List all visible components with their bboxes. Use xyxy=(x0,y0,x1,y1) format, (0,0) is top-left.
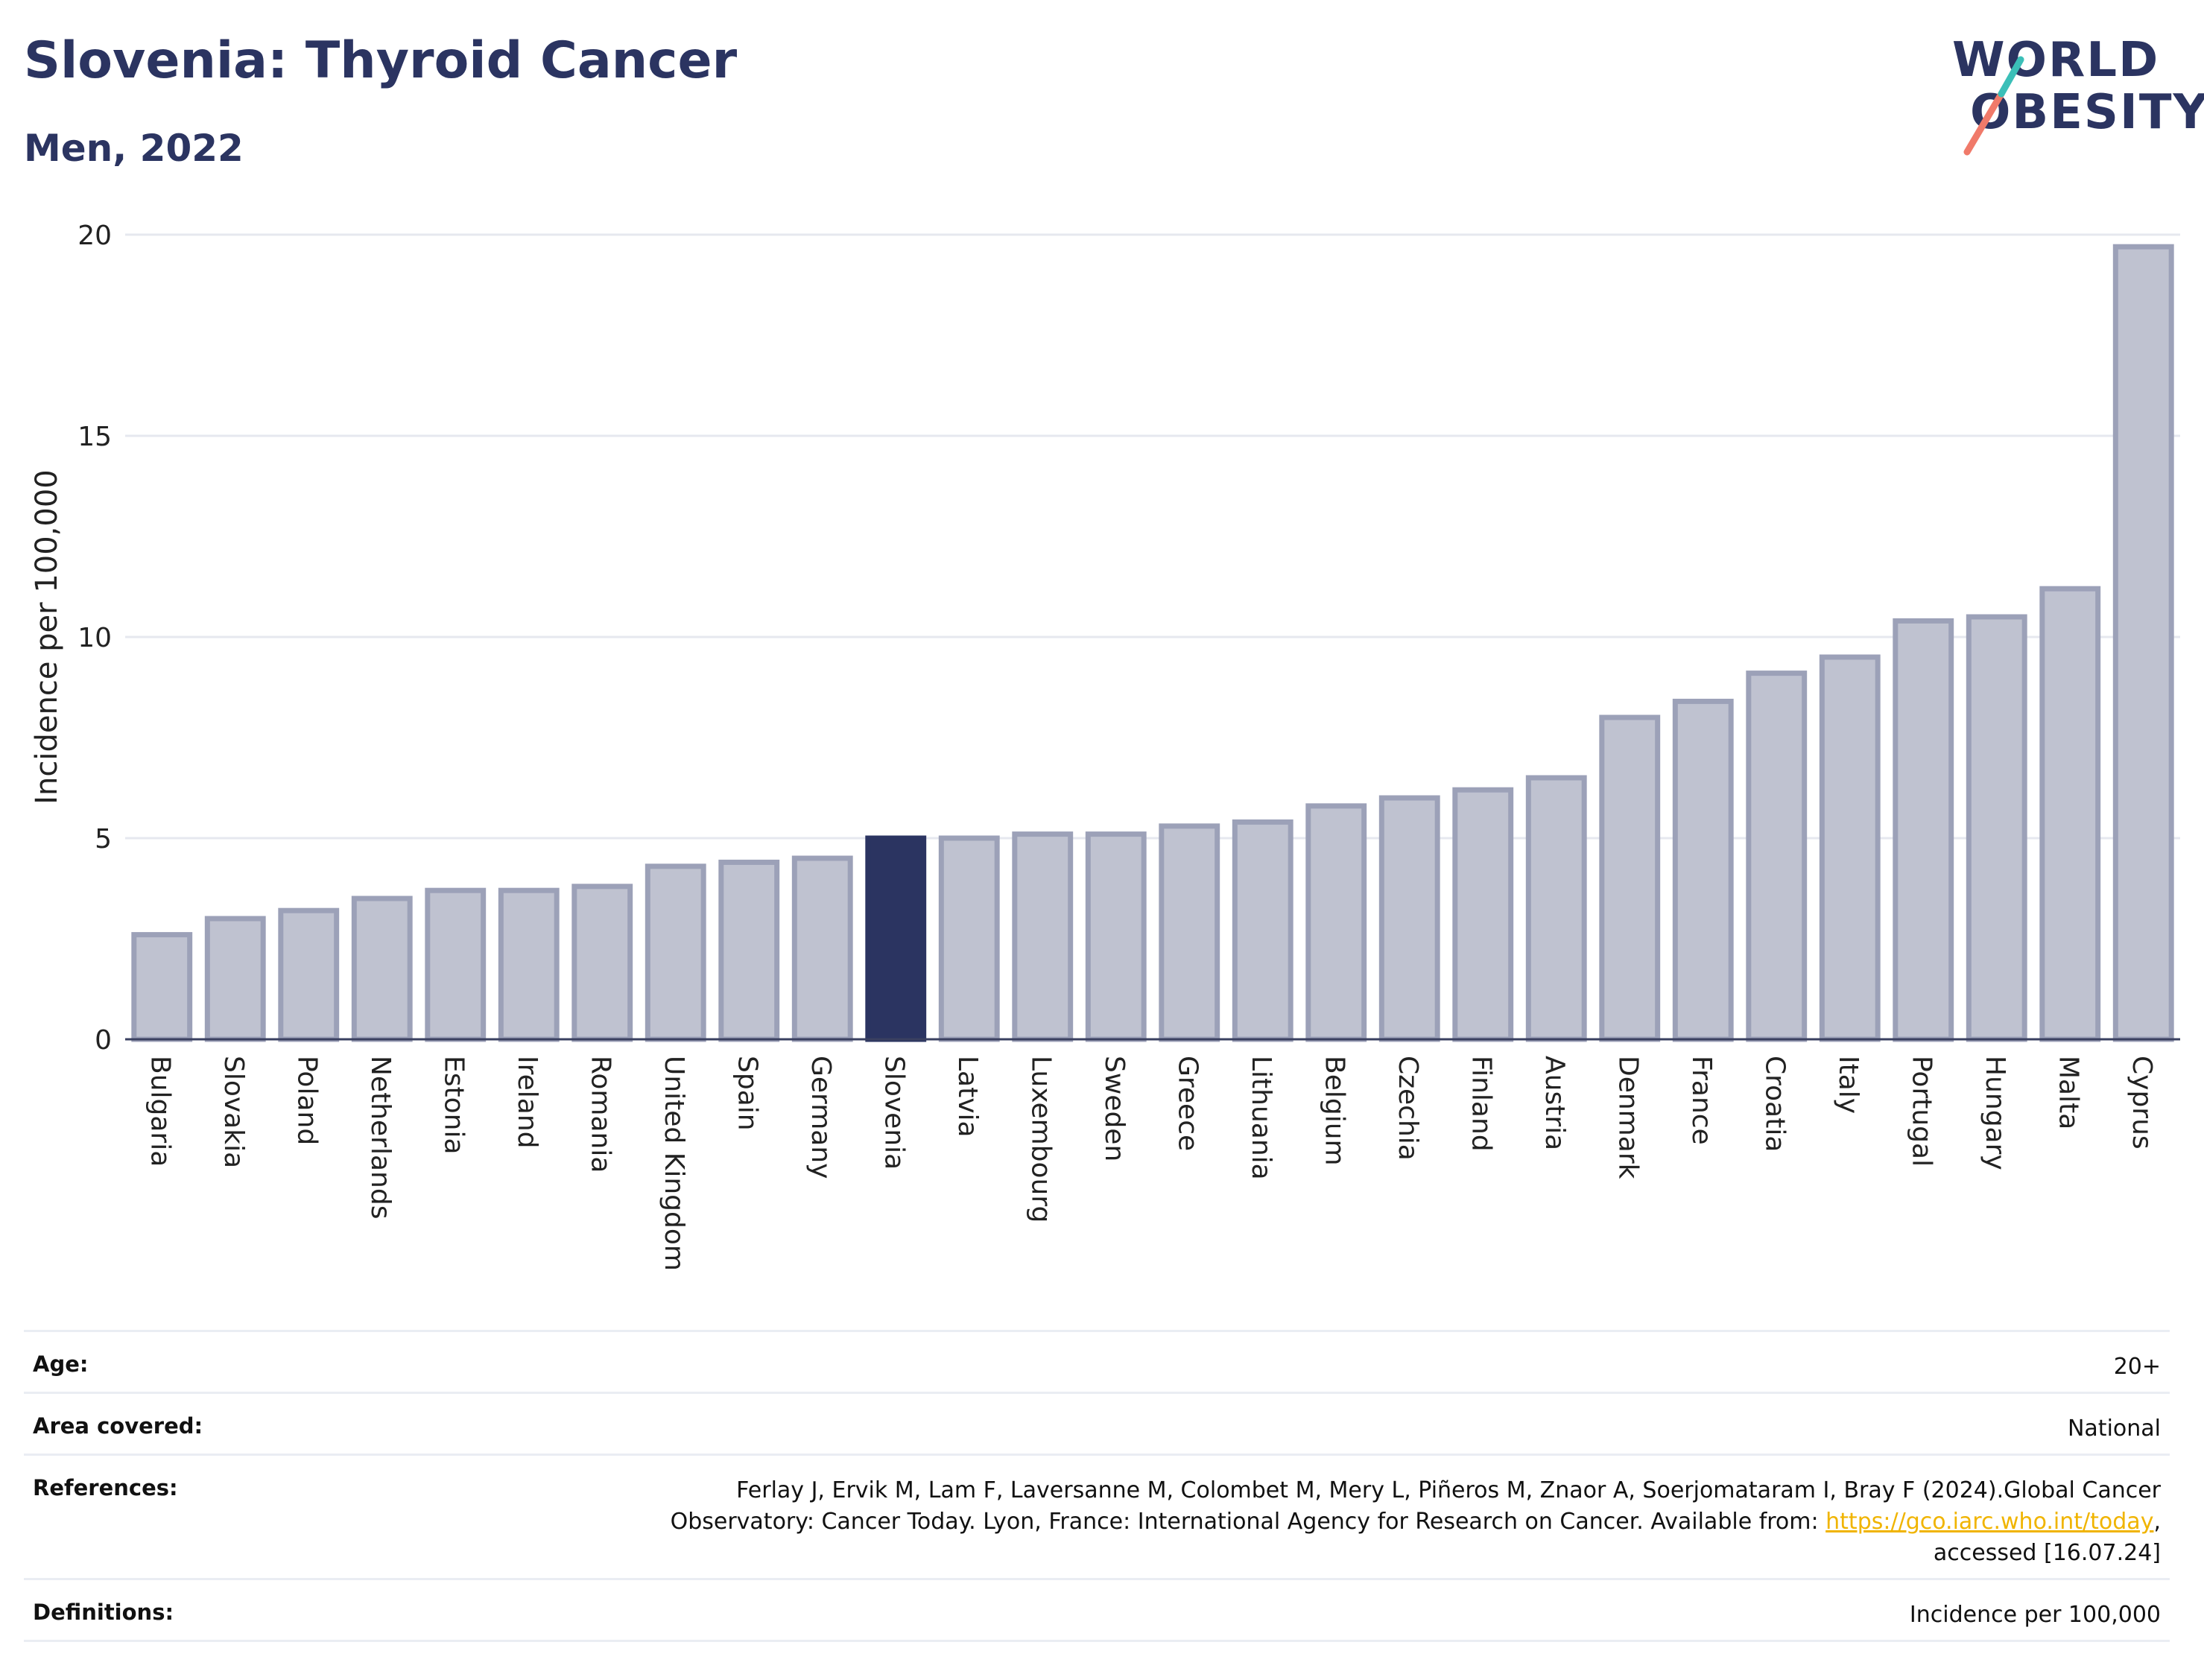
x-tick-label: Czechia xyxy=(1393,1056,1423,1161)
references-line2-text: Observatory: Cancer Today. Lyon, France:… xyxy=(670,1509,1826,1535)
bar xyxy=(865,835,927,1042)
bar xyxy=(645,863,706,1042)
x-tick-label: France xyxy=(1686,1056,1717,1145)
x-tick-label: Poland xyxy=(291,1056,322,1145)
age-label: Age: xyxy=(33,1351,89,1377)
x-tick-label: Lithuania xyxy=(1246,1056,1276,1180)
bar xyxy=(1452,787,1514,1042)
bar xyxy=(1012,831,1074,1042)
bar xyxy=(1746,671,1808,1042)
bar xyxy=(2039,586,2101,1042)
x-tick-label: Hungary xyxy=(1980,1056,2010,1170)
references-link[interactable]: https://gco.iarc.who.int/today xyxy=(1825,1509,2154,1535)
area-row: Area covered: National xyxy=(24,1394,2170,1456)
y-tick-label: 20 xyxy=(77,221,112,251)
age-value: 20+ xyxy=(2113,1354,2161,1380)
world-obesity-logo: WORLD OBESITY xyxy=(1937,27,2204,161)
x-tick-label: Austria xyxy=(1539,1056,1570,1150)
bar xyxy=(1672,698,1734,1042)
x-tick-label: Sweden xyxy=(1099,1056,1130,1161)
references-line1: Ferlay J, Ervik M, Lam F, Laversanne M, … xyxy=(736,1477,2161,1503)
logo-line1: WORLD xyxy=(1952,33,2160,88)
page-subtitle: Men, 2022 xyxy=(24,127,244,170)
x-tick-label: Luxembourg xyxy=(1025,1056,1056,1223)
y-tick-label: 10 xyxy=(77,623,112,653)
y-tick-label: 15 xyxy=(77,422,112,452)
references-label: References: xyxy=(33,1475,178,1500)
area-value: National xyxy=(2067,1416,2161,1442)
definitions-label: Definitions: xyxy=(33,1600,174,1625)
x-tick-label: Bulgaria xyxy=(145,1056,175,1167)
x-tick-label: Cyprus xyxy=(2127,1056,2157,1150)
references-row: References: Ferlay J, Ervik M, Lam F, La… xyxy=(24,1456,2170,1580)
references-value: Ferlay J, Ervik M, Lam F, Laversanne M, … xyxy=(671,1456,2161,1578)
bar xyxy=(1525,775,1587,1042)
bar xyxy=(791,855,853,1042)
bar xyxy=(1085,831,1147,1042)
bar xyxy=(1893,618,1954,1042)
bar xyxy=(1966,614,2027,1042)
bar xyxy=(1819,654,1881,1042)
bar xyxy=(278,907,340,1042)
x-tick-label: Spain xyxy=(732,1056,762,1131)
bar xyxy=(131,932,193,1042)
x-tick-label: Romania xyxy=(585,1056,615,1173)
definitions-value: Incidence per 100,000 xyxy=(1909,1602,2161,1628)
bar xyxy=(498,887,560,1042)
x-tick-label: Belgium xyxy=(1319,1056,1349,1166)
logo-slash-icon xyxy=(1963,56,2024,156)
bar xyxy=(1159,823,1220,1042)
x-tick-label: Ireland xyxy=(512,1056,542,1149)
references-line2-comma: , xyxy=(2153,1509,2161,1535)
bar xyxy=(718,859,780,1042)
age-row: Age: 20+ xyxy=(24,1332,2170,1394)
x-tick-label: Netherlands xyxy=(365,1056,396,1219)
x-tick-label: Estonia xyxy=(438,1056,469,1155)
page-title: Slovenia: Thyroid Cancer xyxy=(24,31,738,90)
bar xyxy=(1599,714,1661,1042)
bar xyxy=(1232,819,1293,1042)
bar xyxy=(571,884,633,1042)
references-line3: accessed [16.07.24] xyxy=(1933,1540,2161,1566)
y-tick-label: 5 xyxy=(95,824,112,855)
bar-chart: 0 5 10 15 20 Bulgaria Slovakia Poland Netherland… xyxy=(30,221,2180,1271)
bar xyxy=(1305,803,1367,1042)
y-tick-label: 0 xyxy=(95,1025,112,1056)
info-table: Age: 20+ Area covered: National Referenc… xyxy=(24,1330,2170,1642)
x-tick-label: Portugal xyxy=(1906,1056,1937,1167)
y-axis-title: Incidence per 100,000 xyxy=(30,469,64,805)
x-tick-label: Malta xyxy=(2053,1056,2083,1129)
x-tick-label: Slovakia xyxy=(218,1056,249,1168)
area-label: Area covered: xyxy=(33,1413,203,1439)
logo-line2: OBESITY xyxy=(1970,85,2204,140)
x-tick-label: Italy xyxy=(1833,1056,1863,1114)
definitions-row: Definitions: Incidence per 100,000 xyxy=(24,1580,2170,1642)
x-tick-label: Greece xyxy=(1172,1056,1203,1151)
bar xyxy=(204,916,266,1042)
x-tick-label: Slovenia xyxy=(878,1056,909,1170)
x-tick-label: United Kingdom xyxy=(659,1056,689,1271)
bar xyxy=(938,835,1000,1042)
references-line2: Observatory: Cancer Today. Lyon, France:… xyxy=(671,1506,2161,1538)
bar xyxy=(2112,244,2174,1042)
x-tick-label: Germany xyxy=(805,1056,836,1179)
x-tick-label: Finland xyxy=(1466,1056,1496,1152)
x-tick-label: Latvia xyxy=(952,1056,983,1138)
x-tick-label: Denmark xyxy=(1612,1056,1643,1179)
x-tick-label: Croatia xyxy=(1759,1056,1790,1152)
bar xyxy=(351,896,413,1042)
bar xyxy=(1378,795,1440,1042)
bar xyxy=(425,887,487,1042)
